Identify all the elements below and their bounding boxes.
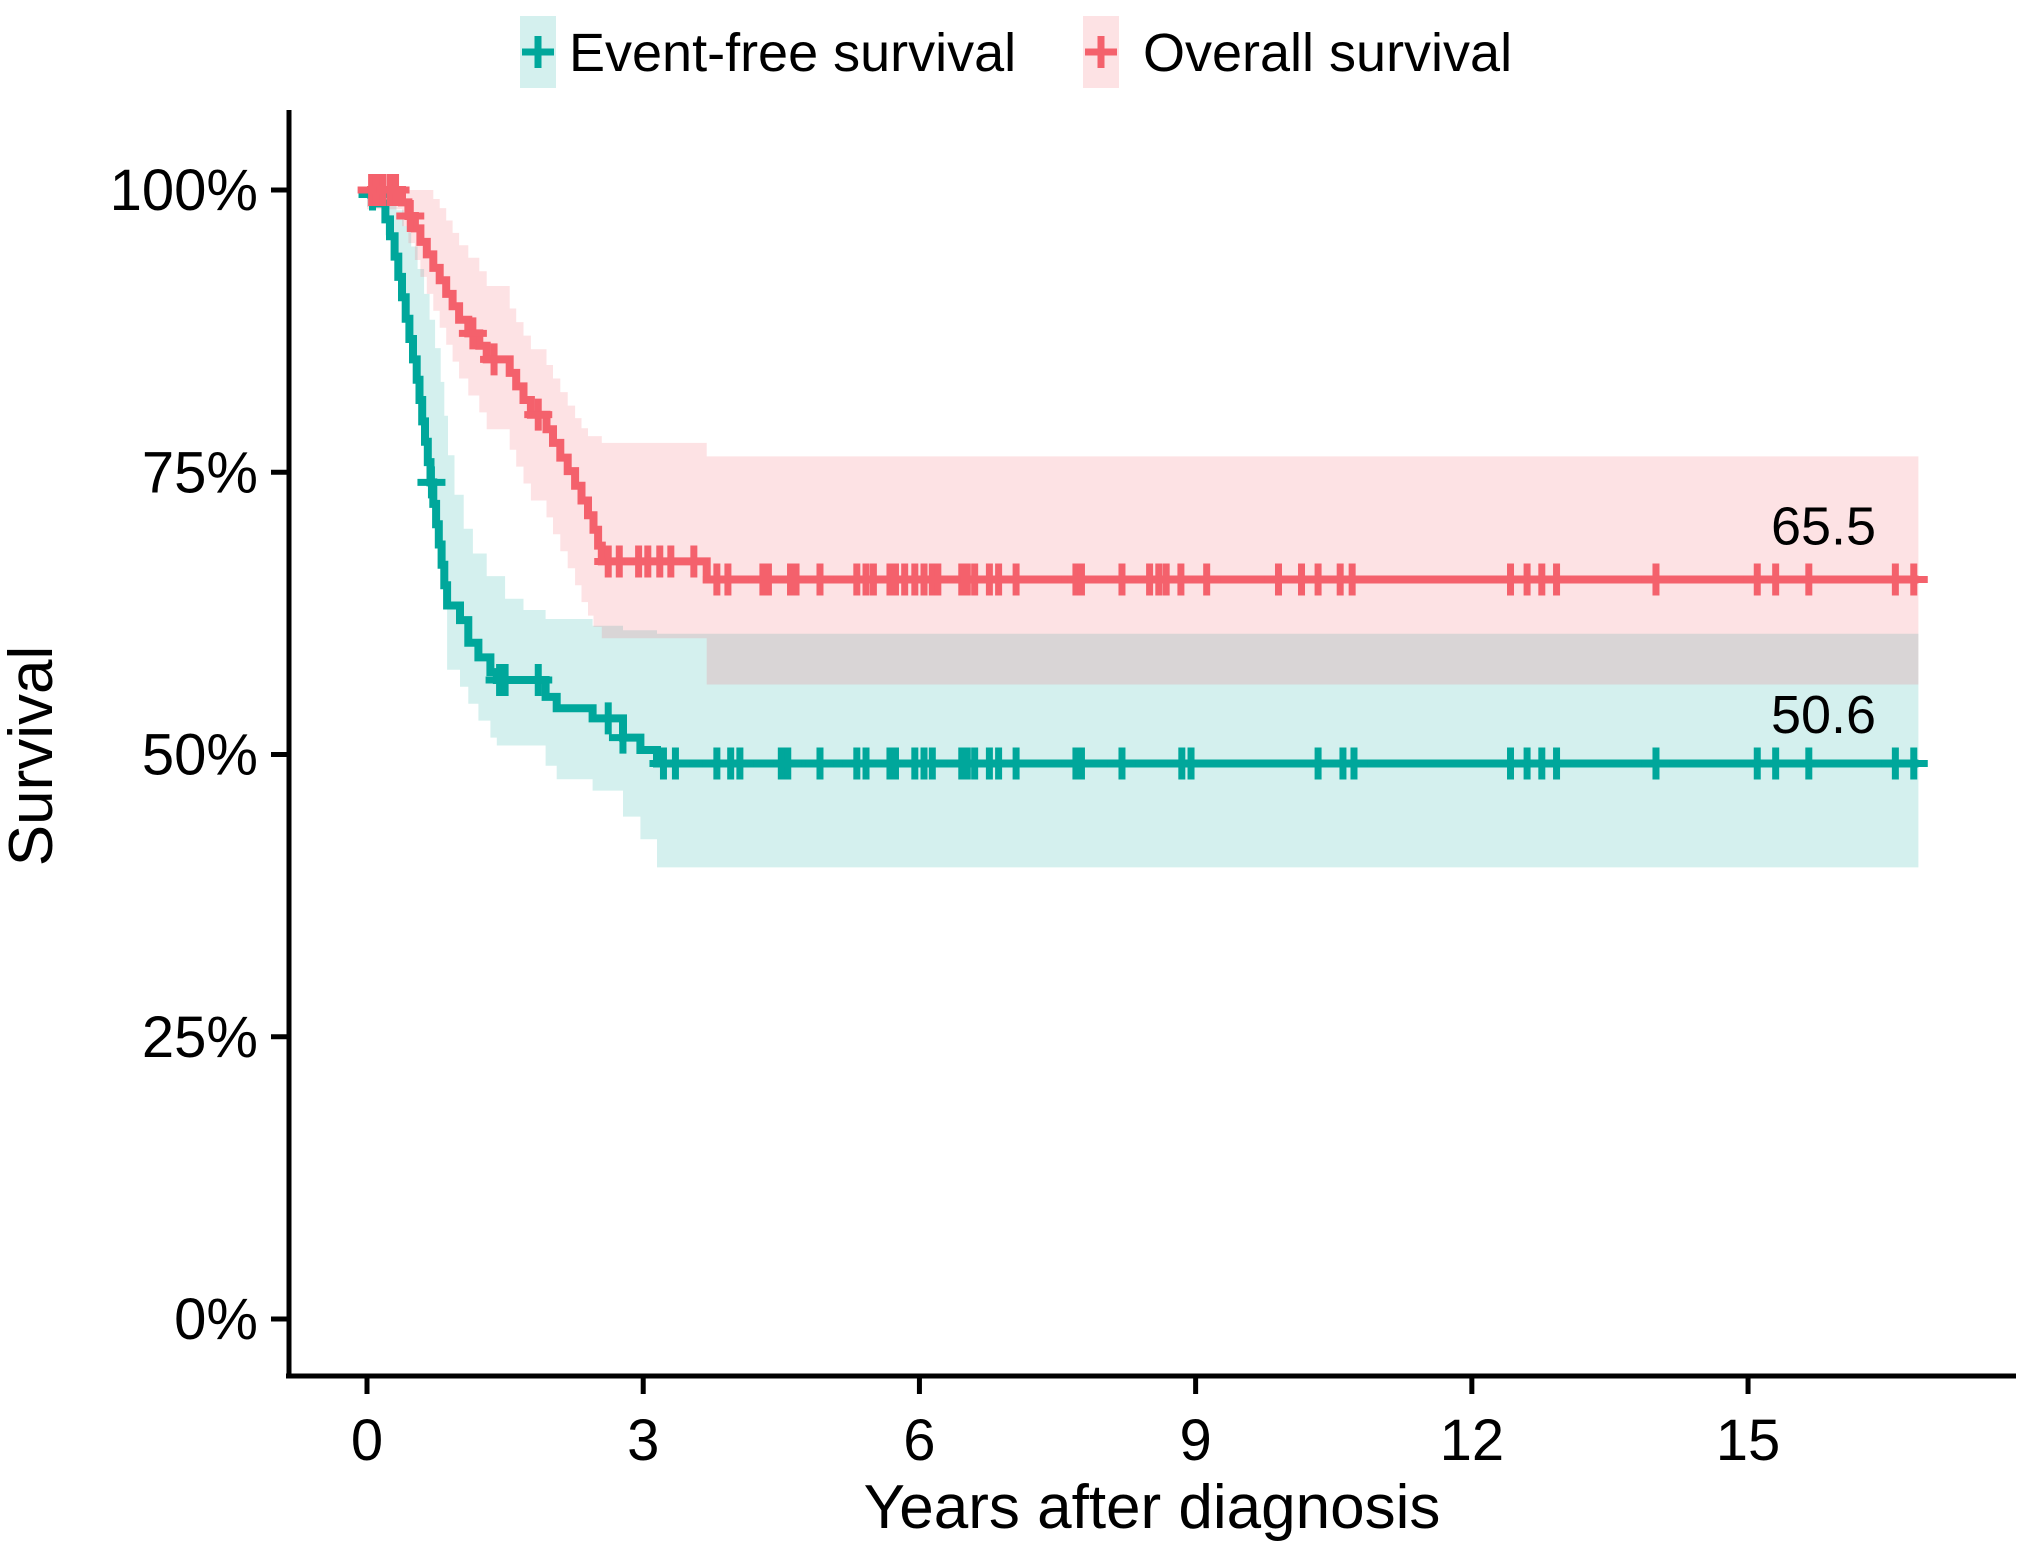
- x-tick-label: 12: [1440, 1408, 1505, 1473]
- confidence-bands-layer: [367, 190, 1919, 868]
- x-axis-title: Years after diagnosis: [864, 1473, 1441, 1542]
- ci-band-os: [367, 190, 1919, 685]
- x-tick-label: 9: [1179, 1408, 1211, 1473]
- axes-layer: 0 3 6 9 12 15 0% 25% 50% 75% 100%: [110, 110, 2016, 1473]
- efs-final-estimate-label: 50.6: [1771, 685, 1876, 745]
- y-tick-label: 0%: [174, 1287, 258, 1352]
- survival-curve-os: [367, 186, 1919, 584]
- x-tick-label: 0: [351, 1408, 383, 1473]
- x-axis-ticks: 0 3 6 9 12 15: [351, 1376, 1780, 1473]
- survival-curve-efs: [367, 190, 1919, 768]
- legend-label-os: Overall survival: [1143, 23, 1512, 83]
- survival-curves-layer: [367, 186, 1919, 768]
- x-tick-label: 3: [627, 1408, 659, 1473]
- os-final-estimate-label: 65.5: [1771, 497, 1876, 557]
- y-tick-label: 25%: [142, 1005, 258, 1070]
- legend-item-event-free-survival: Event-free survival: [520, 16, 1016, 88]
- y-tick-label: 100%: [110, 158, 258, 223]
- y-tick-label: 50%: [142, 723, 258, 788]
- legend-label-efs: Event-free survival: [569, 23, 1016, 83]
- x-tick-label: 6: [903, 1408, 935, 1473]
- x-tick-label: 15: [1716, 1408, 1781, 1473]
- chart-legend: Event-free survival Overall survival: [520, 16, 1512, 88]
- y-tick-label: 75%: [142, 440, 258, 505]
- legend-item-overall-survival: Overall survival: [1083, 16, 1512, 88]
- y-axis-ticks: 0% 25% 50% 75% 100%: [110, 158, 289, 1352]
- y-axis-title: Survival: [0, 646, 66, 867]
- censor-marks-layer: [357, 174, 1928, 780]
- ci-band-efs: [367, 190, 1919, 868]
